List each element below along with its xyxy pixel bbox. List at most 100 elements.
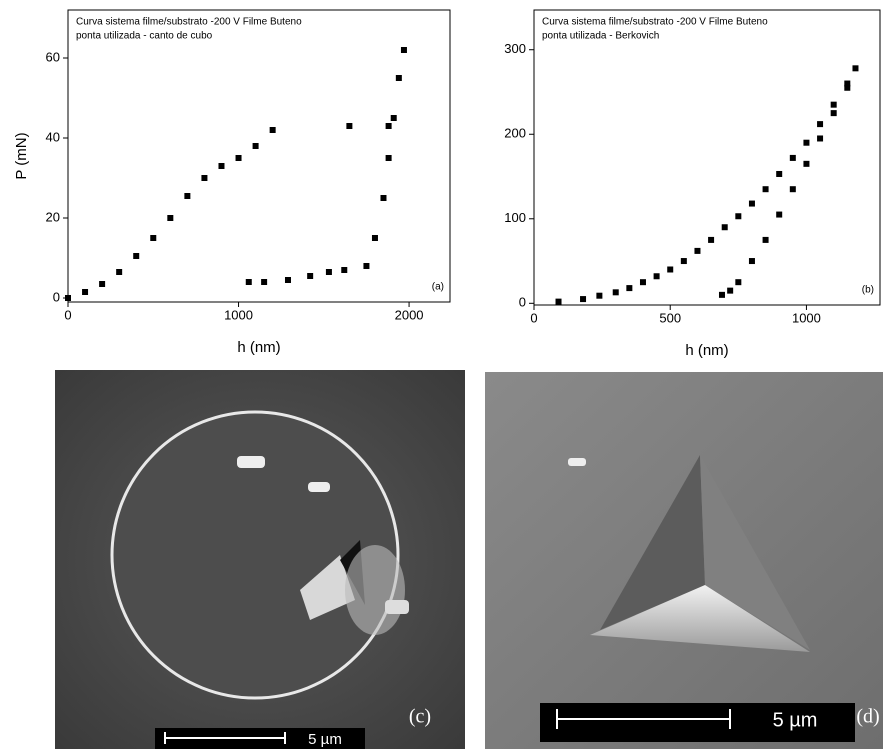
data-point — [817, 121, 824, 128]
panel-label: (c) — [409, 706, 431, 728]
data-point — [694, 247, 701, 254]
data-point — [184, 193, 191, 199]
data-point — [762, 236, 769, 243]
data-point — [385, 123, 392, 129]
data-point — [133, 253, 140, 259]
data-point — [325, 269, 332, 275]
data-point — [150, 235, 157, 241]
data-point — [201, 175, 208, 181]
debris — [300, 555, 355, 620]
data-point — [727, 287, 734, 294]
x-axis-label: h (nm) — [685, 342, 728, 359]
plot-frame — [533, 9, 881, 306]
y-tick-label: 100 — [504, 210, 526, 225]
data-point — [680, 258, 687, 265]
data-point — [371, 235, 378, 241]
x-tick-label: 0 — [530, 310, 537, 325]
data-point — [580, 296, 587, 303]
data-point — [167, 215, 174, 221]
particle — [385, 600, 409, 614]
data-point — [748, 258, 755, 265]
x-tick-label: 0 — [64, 307, 71, 322]
sem-image-d: 5 µm (d) — [485, 372, 883, 749]
data-point — [400, 47, 407, 53]
data-point — [363, 263, 370, 269]
x-tick-label: 500 — [659, 310, 681, 325]
x-tick-label: 1000 — [224, 307, 253, 322]
particle — [568, 458, 586, 466]
data-point — [653, 273, 660, 280]
data-point — [261, 279, 268, 285]
chart: 0 1000 2000 0 20 40 60 Curva sistema filme/subs… — [13, 9, 451, 356]
y-tick-label: 0 — [519, 295, 526, 310]
y-tick-label: 200 — [504, 126, 526, 141]
x-axis-label: h (nm) — [237, 339, 280, 356]
data-point — [852, 65, 859, 72]
scale-bar-box — [540, 703, 855, 742]
data-point — [667, 266, 674, 273]
panel-label: (b) — [862, 285, 874, 296]
sem-image-c: 5 µm (c) — [55, 370, 465, 749]
panel-label: (a) — [432, 282, 444, 293]
data-point — [218, 163, 225, 169]
chart: 0 500 1000 0 100 200 300 Curva sistema filme/su… — [504, 9, 881, 359]
y-tick-label: 40 — [46, 129, 60, 144]
data-point — [776, 170, 783, 177]
indent-face — [590, 585, 810, 652]
data-point — [82, 289, 89, 295]
data-point — [789, 186, 796, 193]
data-point — [269, 127, 276, 133]
y-axis-label: P (mN) — [13, 132, 30, 179]
data-point — [380, 195, 387, 201]
data-point — [803, 160, 810, 167]
data-point — [830, 110, 837, 117]
data-point — [390, 115, 397, 121]
data-point — [116, 269, 123, 275]
data-point — [65, 295, 71, 301]
data-point — [284, 277, 291, 283]
data-point — [639, 279, 646, 286]
data-point — [341, 267, 348, 273]
x-tick-label: 2000 — [395, 307, 424, 322]
chart-subtitle: ponta utilizada - Berkovich — [542, 31, 659, 42]
data-point — [718, 291, 725, 298]
y-tick-label: 60 — [46, 49, 60, 64]
plot-frame — [67, 9, 451, 303]
data-point — [346, 123, 353, 129]
y-tick-label: 300 — [504, 41, 526, 56]
data-point — [307, 273, 314, 279]
data-point — [817, 135, 824, 142]
data-point — [776, 211, 783, 218]
data-point — [235, 155, 242, 161]
indent-face — [700, 455, 810, 650]
data-point — [721, 224, 728, 231]
panel-label: (d) — [856, 706, 879, 728]
data-point — [844, 80, 851, 87]
data-point — [735, 213, 742, 220]
indent-face — [600, 455, 705, 630]
data-point — [844, 84, 851, 91]
x-tick-label: 1000 — [792, 310, 821, 325]
data-point — [555, 298, 562, 305]
data-point — [99, 281, 106, 287]
data-point — [612, 289, 619, 296]
particle — [308, 482, 330, 492]
data-point — [385, 155, 392, 161]
data-point — [803, 139, 810, 146]
chart-subtitle: ponta utilizada - canto de cubo — [76, 31, 213, 42]
data-point — [252, 143, 259, 149]
data-point — [626, 285, 633, 292]
data-point — [735, 279, 742, 286]
scale-bar-label: 5 µm — [773, 709, 818, 731]
data-point — [748, 200, 755, 207]
y-tick-label: 0 — [53, 289, 60, 304]
data-point — [830, 101, 837, 108]
scale-bar-label: 5 µm — [308, 731, 342, 748]
particle — [237, 456, 265, 468]
data-point — [245, 279, 252, 285]
data-point — [789, 154, 796, 161]
chart-title: Curva sistema filme/substrato -200 V Fil… — [76, 17, 302, 28]
glow — [345, 545, 405, 635]
data-point — [395, 75, 402, 81]
